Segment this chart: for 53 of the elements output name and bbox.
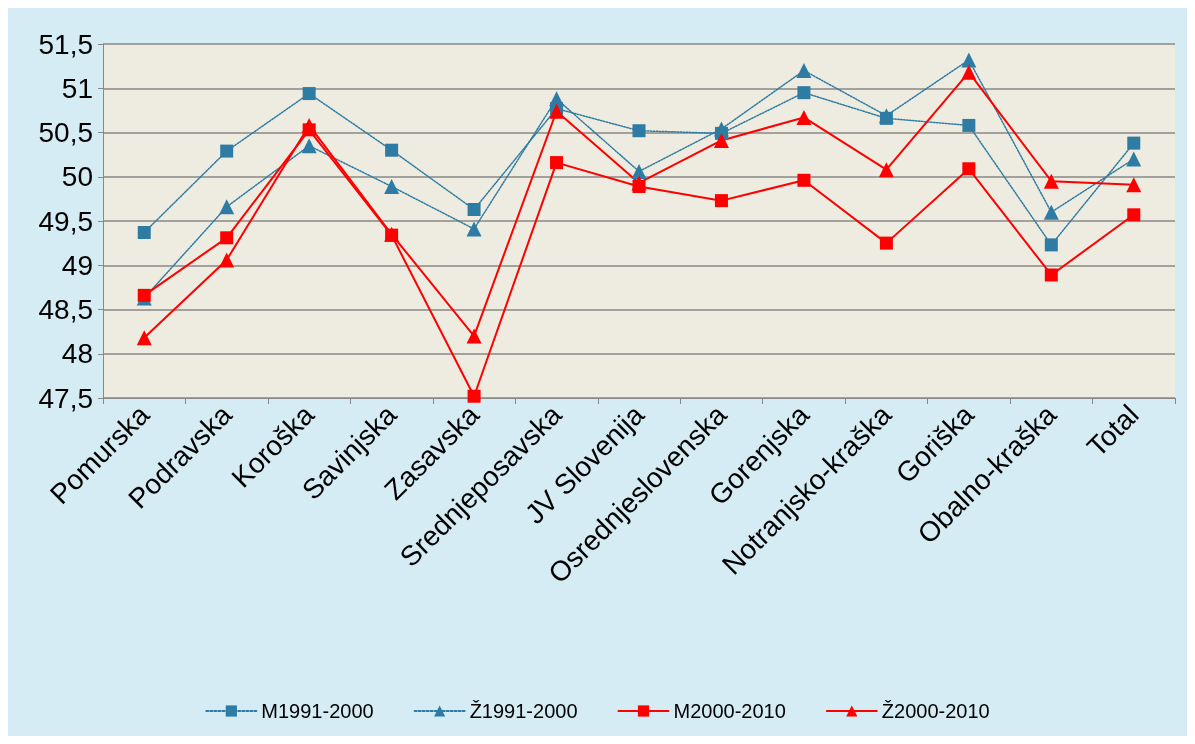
y-tick-label: 51,5 — [38, 28, 93, 60]
point — [961, 64, 977, 80]
point — [1044, 238, 1058, 252]
point — [714, 194, 728, 208]
point — [797, 86, 811, 100]
point — [220, 231, 234, 245]
point — [962, 118, 976, 132]
y-tick-label: 49 — [61, 249, 93, 281]
point — [879, 236, 893, 250]
y-tick-label: 49,5 — [38, 205, 93, 237]
point — [962, 162, 976, 176]
y-tick-label: 50,5 — [38, 117, 93, 148]
point — [466, 221, 482, 237]
y-tick-label: 48 — [61, 338, 93, 370]
point — [1043, 204, 1059, 220]
point — [137, 226, 151, 240]
point — [302, 87, 316, 101]
point — [466, 328, 482, 344]
point — [550, 156, 564, 170]
point — [796, 109, 812, 125]
legend-label: M2000-2010 — [673, 700, 786, 722]
point — [384, 178, 400, 194]
point — [1126, 151, 1142, 167]
point — [961, 52, 977, 68]
point — [1127, 136, 1141, 150]
point — [467, 389, 481, 403]
point — [301, 138, 317, 154]
point — [631, 175, 647, 191]
point — [301, 117, 317, 133]
point — [219, 252, 235, 268]
y-tick-label: 48,5 — [38, 294, 93, 325]
point — [137, 288, 151, 302]
y-tick-label: 50 — [61, 161, 93, 193]
point — [1043, 173, 1059, 189]
point — [219, 199, 235, 215]
point — [136, 330, 152, 346]
point — [1044, 268, 1058, 282]
y-tick-label: 51 — [61, 72, 93, 104]
point — [549, 91, 565, 107]
point — [1126, 177, 1142, 193]
point — [385, 143, 399, 157]
point — [1127, 208, 1141, 222]
legend-label: Ž1991-2000 — [469, 700, 578, 722]
point — [467, 202, 481, 216]
point — [878, 162, 894, 178]
point — [632, 124, 646, 138]
point — [220, 144, 234, 158]
point — [796, 63, 812, 79]
point — [631, 163, 647, 179]
legend-label: Ž2000-2010 — [881, 700, 990, 722]
point — [713, 132, 729, 148]
point — [797, 173, 811, 187]
legend-label: M1991-2000 — [261, 700, 374, 722]
